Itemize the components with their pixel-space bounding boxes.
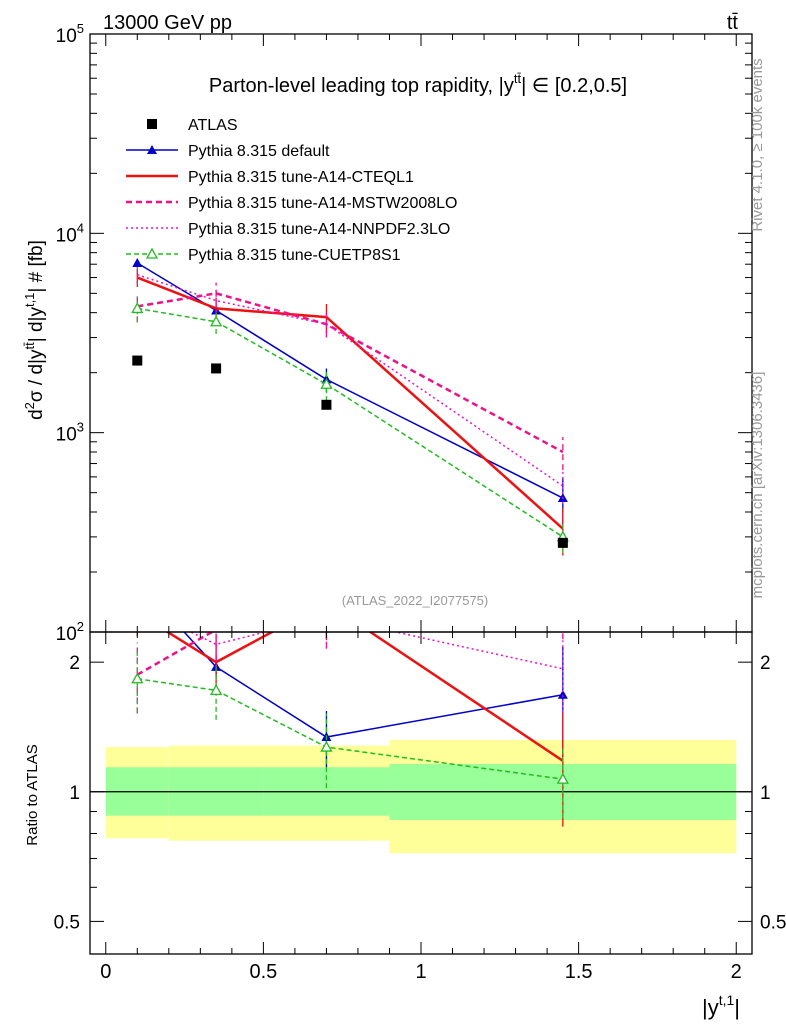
point-marker <box>131 672 144 684</box>
legend: ATLAS Pythia 8.315 default Pythia 8.315 tu… <box>126 117 457 264</box>
legend-item-4: Pythia 8.315 tune-A14-NNPDF2.3LO <box>126 221 450 238</box>
y-tick-label: 102 <box>56 619 84 645</box>
legend-label: Pythia 8.315 tune-A14-NNPDF2.3LO <box>188 221 450 238</box>
legend-label: Pythia 8.315 tune-A14-CTEQL1 <box>188 169 414 186</box>
atlas-point-3 <box>557 537 568 548</box>
series-2 <box>136 282 564 471</box>
legend-label: Pythia 8.315 tune-CUETP8S1 <box>188 247 401 264</box>
legend-marker <box>147 145 157 154</box>
point-marker <box>556 772 569 784</box>
ratio-tick-label-right: 2 <box>760 653 771 674</box>
ratio-uncertainty-bands <box>90 739 752 854</box>
legend-item-1: Pythia 8.315 default <box>126 143 330 160</box>
ratio-tick-label-left: 0.5 <box>54 912 80 933</box>
series-line <box>183 632 563 738</box>
y-axis-label: d2σ / d|ytt̄| d|yt,1| # [fb] <box>22 240 47 420</box>
x-tick-label: 1 <box>415 961 426 983</box>
y-tick-label: 104 <box>56 220 84 246</box>
rivet-label: Rivet 4.1.0, ≥ 100k events <box>749 58 766 231</box>
point-marker <box>320 740 333 752</box>
series-line <box>136 632 215 676</box>
atlas-point-2 <box>321 399 332 410</box>
point-marker <box>209 315 223 327</box>
x-axis-label: |yt,1| <box>702 992 740 1020</box>
ratio-tick-label-right: 1 <box>760 783 771 804</box>
point-marker <box>131 302 144 314</box>
x-tick-label: 0 <box>100 961 111 983</box>
series-line <box>136 262 564 499</box>
atlas-data-points <box>132 355 568 548</box>
series-1 <box>136 269 564 556</box>
source-label: mcplots.cern.ch [arXiv:1306.3436] <box>749 372 766 599</box>
legend-marker <box>147 119 157 129</box>
ratio-tick-label-left: 2 <box>69 653 80 674</box>
legend-label: Pythia 8.315 tune-A14-MSTW2008LO <box>188 195 457 212</box>
series-line <box>137 678 563 780</box>
legend-marker <box>145 247 159 259</box>
axes: 0 0.5 1 1.5 2 102 103 104 105 0.5 0.5 1 1 2 2 <box>54 21 786 983</box>
y-tick-label: 103 <box>56 420 84 446</box>
series-0 <box>132 257 568 526</box>
ratio-series-3 <box>188 632 564 713</box>
point-marker <box>209 684 223 696</box>
series-line <box>165 632 564 762</box>
point-marker <box>132 576 142 585</box>
ratio-y-axis-label: Ratio to ATLAS <box>24 744 41 845</box>
atlas-point-0 <box>132 355 143 366</box>
ratio-tick-label-left: 1 <box>69 783 80 804</box>
process-label: tt̄ <box>727 12 739 34</box>
point-marker <box>132 257 143 267</box>
analysis-label: (ATLAS_2022_I2077575) <box>342 593 488 608</box>
legend-label: Pythia 8.315 default <box>188 143 330 160</box>
legend-item-5: Pythia 8.315 tune-CUETP8S1 <box>126 247 401 264</box>
main-plot-series <box>131 257 569 556</box>
ratio-tick-label-right: 0.5 <box>760 912 786 933</box>
energy-label: 13000 GeV pp <box>103 12 232 34</box>
y-tick-label: 105 <box>56 21 84 47</box>
legend-item-3: Pythia 8.315 tune-A14-MSTW2008LO <box>126 195 457 212</box>
series-line <box>136 276 564 530</box>
x-tick-label: 2 <box>731 961 742 983</box>
chart-title: Parton-level leading top rapidity, |ytt̄… <box>209 71 627 97</box>
x-tick-label: 0.5 <box>249 961 277 983</box>
legend-label: ATLAS <box>188 117 238 134</box>
legend-item-2: Pythia 8.315 tune-A14-CTEQL1 <box>126 169 414 186</box>
series-line <box>137 274 564 487</box>
series-4 <box>131 296 569 553</box>
point-marker <box>320 377 333 389</box>
series-line <box>137 292 564 454</box>
atlas-point-1 <box>211 363 222 374</box>
series-line <box>137 307 564 538</box>
legend-item-0: ATLAS <box>147 117 238 134</box>
point-marker <box>557 689 568 699</box>
x-tick-label: 1.5 <box>565 961 593 983</box>
series-3 <box>136 266 564 504</box>
series-line <box>188 632 564 670</box>
ratio-series-4 <box>131 650 569 818</box>
